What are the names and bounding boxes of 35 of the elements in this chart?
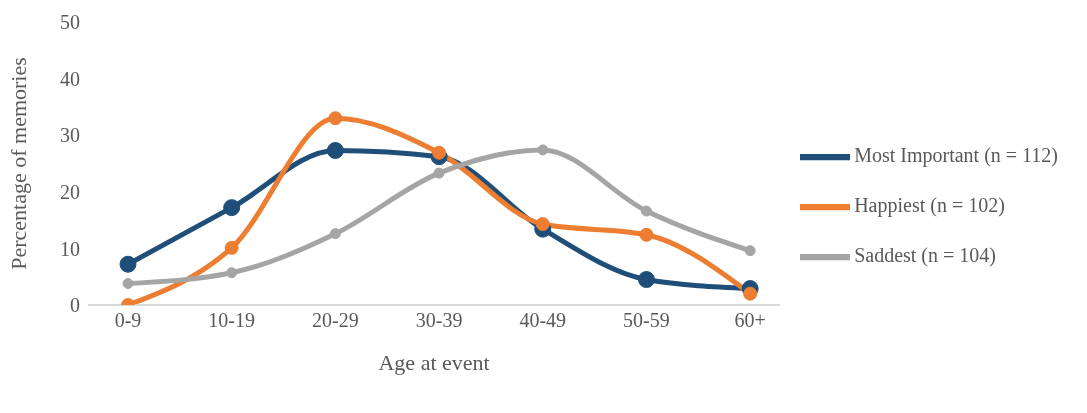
point — [226, 267, 238, 279]
point — [535, 217, 550, 232]
x-tick-label: 20-29 — [312, 309, 359, 332]
point — [537, 144, 549, 156]
y-tick-label: 10 — [60, 237, 80, 260]
x-tick-label: 40-49 — [519, 309, 567, 332]
point — [639, 227, 654, 242]
point — [432, 145, 447, 160]
x-tick-label: 60+ — [734, 309, 766, 332]
y-tick-label: 30 — [60, 124, 80, 147]
x-tick-label: 50-59 — [623, 309, 670, 332]
point — [224, 240, 239, 255]
legend-label: Most Important (n = 112) — [854, 143, 1058, 166]
legend-label: Happiest (n = 102) — [854, 193, 1005, 216]
y-tick-label: 0 — [70, 294, 80, 317]
x-tick-label: 30-39 — [415, 309, 463, 332]
point — [122, 277, 134, 289]
point — [637, 271, 655, 289]
point — [433, 167, 445, 179]
point — [329, 228, 341, 240]
y-tick-label: 20 — [60, 180, 80, 203]
y-tick-label: 50 — [60, 11, 80, 34]
y-tick-label: 40 — [60, 67, 80, 90]
point — [743, 286, 758, 301]
point — [119, 255, 137, 273]
point — [326, 141, 344, 159]
point — [328, 111, 343, 126]
point — [744, 245, 756, 257]
point — [640, 205, 652, 217]
x-tick-label: 0-9 — [114, 309, 142, 332]
legend-label: Saddest (n = 104) — [854, 243, 996, 266]
x-tick-label: 10-19 — [208, 309, 256, 332]
point — [223, 199, 241, 217]
x-axis-title: Age at event — [378, 350, 490, 375]
y-axis-title: Percentage of memories — [5, 57, 31, 270]
